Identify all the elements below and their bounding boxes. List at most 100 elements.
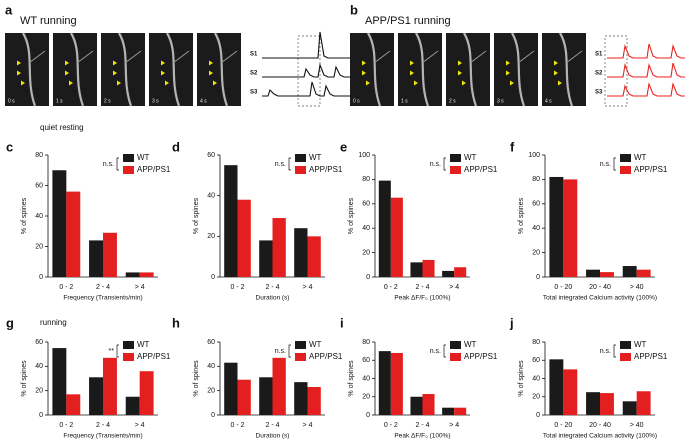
bar — [442, 407, 455, 415]
x-axis-label: Peak ΔF/F₀ (100%) — [394, 433, 450, 440]
arrowhead — [117, 80, 121, 86]
trace-label: S1 — [595, 52, 603, 58]
x-tick-label: 0 - 20 — [554, 422, 572, 429]
x-tick-label: 2 - 4 — [265, 422, 279, 429]
y-tick-label: 0 — [211, 412, 215, 419]
y-tick-label: 0 — [366, 412, 370, 419]
arrowhead — [410, 60, 414, 66]
legend-swatch — [123, 341, 134, 349]
arrowhead — [17, 60, 21, 66]
y-axis-label: % of spines — [348, 360, 355, 397]
trace-label: S1 — [250, 52, 258, 58]
bar — [390, 352, 403, 415]
legend-label: WT — [634, 153, 647, 162]
panel-letter: e — [340, 139, 347, 154]
bar — [307, 236, 321, 277]
legend-swatch — [450, 341, 461, 349]
y-tick-label: 60 — [35, 339, 43, 346]
arrowhead — [458, 70, 462, 76]
legend-label: APP/PS1 — [634, 165, 668, 174]
bar — [422, 394, 435, 415]
x-tick-label: 0 - 2 — [384, 284, 398, 291]
y-axis-label: % of spines — [193, 197, 200, 234]
trace-label: S3 — [595, 90, 603, 96]
y-tick-label: 40 — [207, 363, 215, 370]
bar — [378, 180, 391, 277]
branch — [565, 50, 583, 64]
arrowhead — [209, 70, 213, 76]
calcium-trace — [262, 81, 350, 97]
legend-label: WT — [464, 340, 477, 349]
panel-letter: c — [6, 139, 13, 154]
legend-swatch — [620, 353, 631, 361]
arrowhead — [213, 80, 217, 86]
y-axis-label: % of spines — [518, 197, 525, 234]
legend-swatch — [295, 166, 306, 174]
calcium-trace — [607, 81, 685, 97]
y-tick-label: 20 — [35, 243, 43, 250]
dendrite — [118, 32, 133, 107]
y-tick-label: 60 — [362, 357, 370, 364]
dendrite — [166, 32, 181, 107]
trace-label: S3 — [250, 90, 258, 96]
y-tick-label: 20 — [532, 249, 540, 256]
arrowhead — [69, 80, 73, 86]
y-tick-label: 60 — [532, 201, 540, 208]
x-tick-label: > 4 — [449, 284, 459, 291]
arrowhead — [65, 60, 69, 66]
arrowhead — [161, 60, 165, 66]
arrowhead — [458, 60, 462, 66]
x-axis-label: Frequency (Transients/min) — [63, 433, 142, 440]
bar — [454, 267, 467, 277]
bar — [422, 259, 435, 277]
dendrite — [367, 32, 382, 107]
bar — [549, 359, 564, 415]
legend-swatch — [123, 154, 134, 162]
x-tick-label: 20 - 40 — [589, 422, 611, 429]
frame-time: 0 s — [353, 98, 360, 104]
bracket — [288, 157, 291, 171]
arrowhead — [65, 70, 69, 76]
arrowhead — [510, 80, 514, 86]
x-axis-label: Total integrated Calcium activity (100%) — [543, 295, 657, 302]
panel-letter: h — [172, 315, 180, 330]
bar — [294, 382, 308, 415]
dendrite — [463, 32, 478, 107]
bracket — [116, 344, 119, 358]
arrowhead — [161, 70, 165, 76]
x-axis-label: Duration (s) — [256, 433, 290, 440]
calcium-trace — [262, 31, 350, 59]
y-tick-label: 20 — [207, 388, 215, 395]
arrowhead — [366, 80, 370, 86]
branch — [220, 50, 238, 64]
legend-swatch — [295, 341, 306, 349]
y-tick-label: 80 — [532, 176, 540, 183]
y-tick-label: 40 — [207, 193, 215, 200]
highlight-box — [297, 35, 321, 107]
legend-label: WT — [309, 153, 322, 162]
y-tick-label: 60 — [35, 182, 43, 189]
panel-letter: b — [350, 2, 358, 17]
legend-label: WT — [309, 340, 322, 349]
annotation: n.s. — [275, 348, 286, 355]
y-tick-label: 20 — [532, 394, 540, 401]
x-tick-label: 2 - 4 — [415, 284, 429, 291]
x-tick-label: 2 - 4 — [265, 284, 279, 291]
x-tick-label: 2 - 4 — [415, 422, 429, 429]
frame-time: 1 s — [56, 98, 63, 104]
y-tick-label: 0 — [366, 274, 370, 281]
x-axis-label: Duration (s) — [256, 295, 290, 302]
annotation: n.s. — [430, 161, 441, 168]
panel-letter: i — [340, 315, 344, 330]
bar — [125, 272, 140, 277]
panel-title: APP/PS1 running — [365, 15, 451, 27]
x-tick-label: 0 - 2 — [230, 422, 244, 429]
annotation: n.s. — [275, 161, 286, 168]
legend-label: APP/PS1 — [137, 352, 171, 361]
bar — [454, 407, 467, 415]
annotation: n.s. — [430, 348, 441, 355]
y-axis-label: % of spines — [21, 360, 28, 397]
arrowhead — [506, 60, 510, 66]
arrowhead — [362, 60, 366, 66]
x-tick-label: > 40 — [630, 422, 644, 429]
